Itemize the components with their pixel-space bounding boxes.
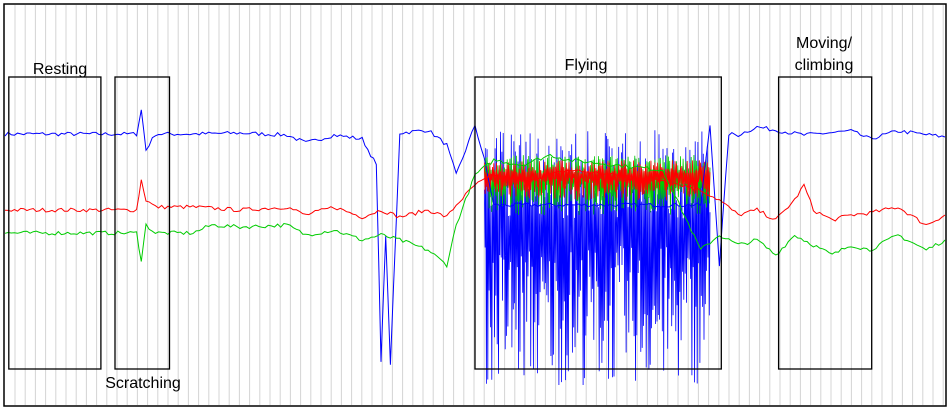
series-line-1 <box>4 169 946 226</box>
series-line-2 <box>4 153 946 269</box>
label-flying: Flying <box>565 57 608 74</box>
label-moving-line2: climbing <box>795 57 854 74</box>
annotation-box-3 <box>777 76 873 370</box>
annotation-labels: Resting Scratching Flying Moving/ climbi… <box>33 35 853 392</box>
label-moving-line1: Moving/ <box>796 35 853 52</box>
series-line-0 <box>4 109 946 365</box>
label-scratching: Scratching <box>105 375 181 392</box>
vertical-gridlines <box>14 5 944 405</box>
burst-2 <box>484 159 711 201</box>
burst-0 <box>484 130 711 386</box>
series-layer <box>4 109 946 365</box>
annotation-box-2 <box>474 76 722 370</box>
annotation-box-1 <box>114 76 171 370</box>
label-resting: Resting <box>33 61 87 78</box>
annotation-box-0 <box>8 76 102 370</box>
burst-layer <box>484 130 711 386</box>
annotation-boxes <box>8 76 873 370</box>
